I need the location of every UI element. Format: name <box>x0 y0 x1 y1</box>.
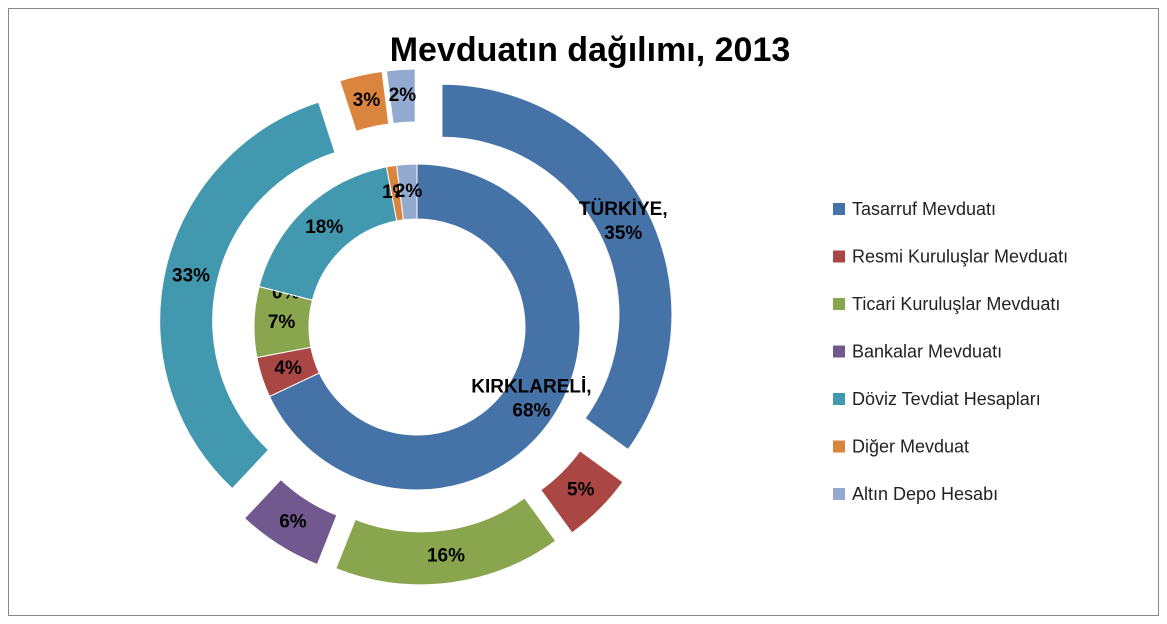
doughnut-segment <box>268 163 581 491</box>
data-label: 16% <box>427 546 465 567</box>
doughnut-segment <box>335 497 557 586</box>
data-label: 3% <box>353 90 381 111</box>
legend-label: Diğer Mevduat <box>852 436 969 456</box>
legend-label: Resmi Kuruluşlar Mevduatı <box>852 246 1068 266</box>
data-label: 4% <box>274 358 302 379</box>
legend-swatch <box>833 298 845 310</box>
legend-swatch <box>833 488 845 500</box>
doughnut-segment <box>159 101 336 490</box>
legend-label: Tasarruf Mevduatı <box>852 199 996 219</box>
legend-swatch <box>833 345 845 358</box>
data-label: 6% <box>279 511 307 532</box>
doughnut-segment <box>540 450 624 534</box>
data-label: 18% <box>305 217 343 238</box>
legend-label: Döviz Tevdiat Hesapları <box>852 389 1041 409</box>
data-label: 7% <box>268 312 296 333</box>
legend-swatch <box>833 250 845 263</box>
legend-label: Altın Depo Hesabı <box>852 484 998 504</box>
data-label: 68% <box>512 401 550 422</box>
legend-label: Bankalar Mevduatı <box>852 341 1002 361</box>
doughnut-segment <box>243 478 338 566</box>
legend-swatch <box>833 440 845 453</box>
doughnut-segment <box>385 68 416 125</box>
legend-label: Ticari Kuruluşlar Mevduatı <box>852 294 1060 314</box>
doughnut-segment <box>396 163 418 221</box>
series-label: KIRKLARELİ, <box>471 377 591 398</box>
data-label: 35% <box>604 223 642 244</box>
data-label: 2% <box>389 85 417 106</box>
data-label: 5% <box>567 480 595 501</box>
data-label: 2% <box>395 181 423 202</box>
legend-swatch <box>833 203 845 215</box>
data-label: 33% <box>172 266 210 287</box>
doughnut-segment <box>339 70 390 132</box>
chart-title: Mevduatın dağılımı, 2013 <box>390 31 791 69</box>
doughnut-segment <box>441 83 673 451</box>
legend-swatch <box>833 393 845 405</box>
series-label: TÜRKİYE, <box>579 199 668 220</box>
